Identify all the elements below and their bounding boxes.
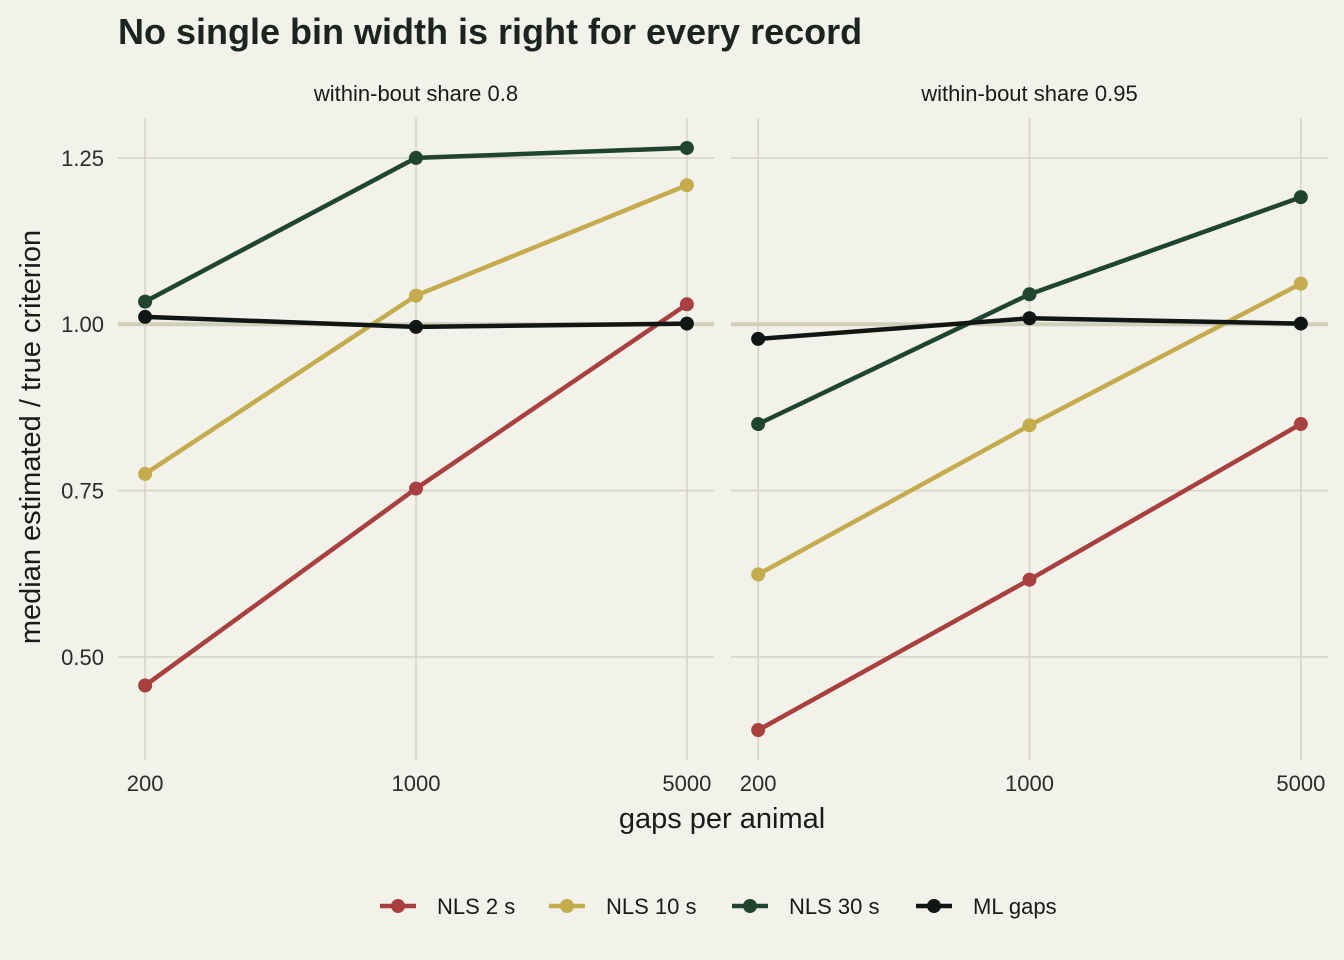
series-nls-30-s bbox=[751, 190, 1308, 432]
series-ml-gaps bbox=[138, 309, 694, 334]
series-nls-30-s bbox=[138, 140, 694, 309]
data-point bbox=[138, 678, 153, 693]
legend-key-point bbox=[391, 899, 405, 913]
legend: NLS 2 s NLS 10 s NLS 30 s ML gaps bbox=[380, 894, 1057, 919]
y-tick-label: 0.50 bbox=[61, 645, 104, 670]
data-point bbox=[679, 316, 694, 331]
legend-item: ML gaps bbox=[916, 894, 1057, 919]
data-point bbox=[1022, 572, 1037, 587]
panel-1: within-bout share 0.8 0.50 0.75 1.00 1.25 200… bbox=[61, 81, 714, 796]
legend-key-point bbox=[927, 899, 941, 913]
data-point bbox=[751, 567, 766, 582]
data-point bbox=[1293, 417, 1308, 432]
x-tick-label: 1000 bbox=[1005, 771, 1054, 796]
legend-label: NLS 10 s bbox=[606, 894, 697, 919]
legend-label: NLS 30 s bbox=[789, 894, 880, 919]
panel-title: within-bout share 0.8 bbox=[313, 81, 518, 106]
series-ml-gaps bbox=[751, 311, 1308, 346]
data-point bbox=[1293, 190, 1308, 205]
x-tick-label: 5000 bbox=[1276, 771, 1325, 796]
data-point bbox=[1022, 418, 1037, 433]
x-axis-title: gaps per animal bbox=[619, 803, 825, 835]
x-tick-label: 200 bbox=[127, 771, 164, 796]
data-point bbox=[138, 466, 153, 481]
data-point bbox=[1022, 311, 1037, 326]
legend-item: NLS 2 s bbox=[380, 894, 515, 919]
y-axis-title: median estimated / true criterion bbox=[15, 230, 47, 644]
panel-2: within-bout share 0.95 200 1000 5000 bbox=[731, 81, 1328, 796]
series-nls-10-s bbox=[138, 178, 694, 481]
data-point bbox=[1293, 276, 1308, 291]
legend-item: NLS 10 s bbox=[549, 894, 697, 919]
data-point bbox=[751, 417, 766, 432]
x-tick-label: 1000 bbox=[392, 771, 441, 796]
panel-title: within-bout share 0.95 bbox=[920, 81, 1137, 106]
series-nls-2-s bbox=[751, 417, 1308, 738]
legend-label: NLS 2 s bbox=[437, 894, 515, 919]
data-point bbox=[679, 297, 694, 312]
data-point bbox=[138, 309, 153, 324]
facet-panels: within-bout share 0.8 0.50 0.75 1.00 1.25 200… bbox=[61, 81, 1328, 796]
data-point bbox=[679, 178, 694, 193]
series-nls-10-s bbox=[751, 276, 1308, 582]
data-point bbox=[1293, 316, 1308, 331]
data-point bbox=[409, 319, 423, 334]
data-point bbox=[138, 294, 153, 309]
chart-title: No single bin width is right for every r… bbox=[118, 11, 862, 52]
data-point bbox=[679, 140, 694, 155]
x-tick-label: 5000 bbox=[662, 771, 711, 796]
legend-item: NLS 30 s bbox=[732, 894, 880, 919]
y-tick-label: 1.25 bbox=[61, 146, 104, 171]
y-tick-label: 1.00 bbox=[61, 312, 104, 337]
data-point bbox=[409, 481, 423, 496]
data-point bbox=[1022, 287, 1037, 302]
data-point bbox=[751, 331, 766, 346]
data-point bbox=[409, 288, 423, 303]
series-nls-2-s bbox=[138, 297, 694, 693]
x-tick-label: 200 bbox=[740, 771, 777, 796]
data-point bbox=[409, 150, 423, 165]
legend-key-point bbox=[560, 899, 574, 913]
legend-key-point bbox=[743, 899, 757, 913]
data-point bbox=[751, 723, 766, 738]
legend-label: ML gaps bbox=[973, 894, 1057, 919]
y-tick-label: 0.75 bbox=[61, 479, 104, 504]
